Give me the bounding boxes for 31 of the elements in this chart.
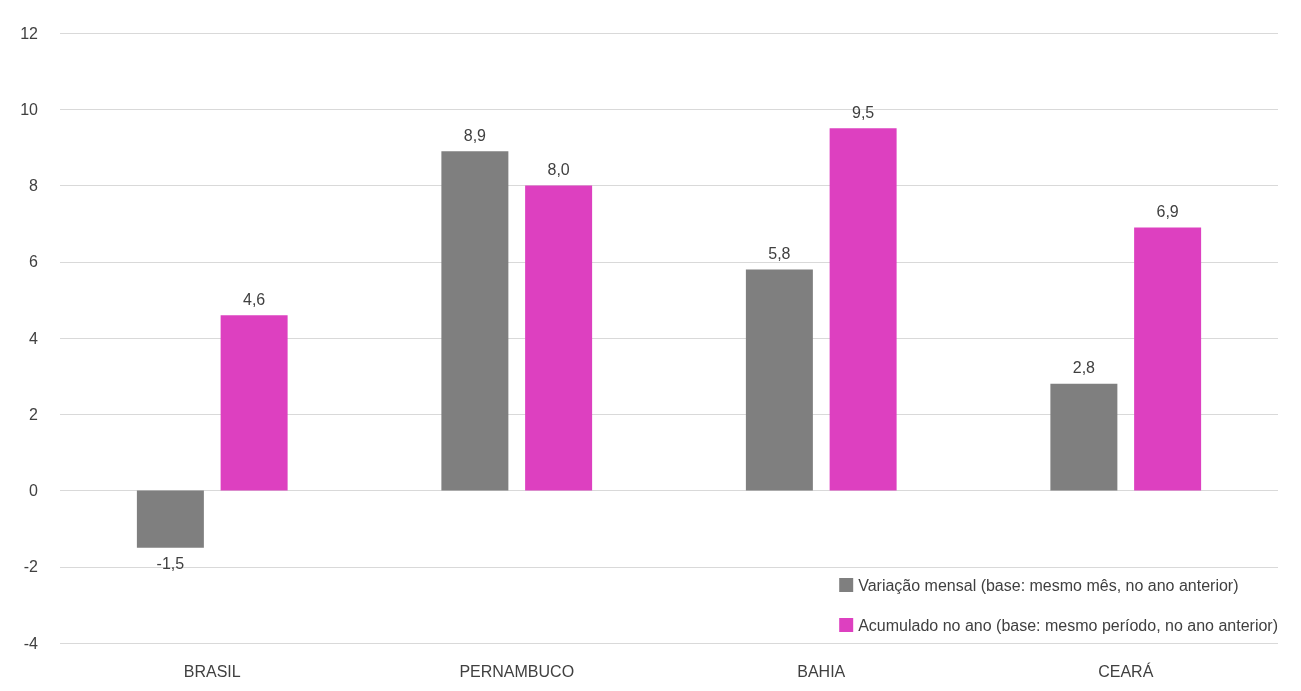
data-label: 5,8 <box>768 244 791 262</box>
data-label: 9,5 <box>851 103 875 121</box>
y-tick-label: 6 <box>29 253 39 271</box>
y-tick-label: 8 <box>29 177 39 194</box>
y-tick-label: 12 <box>20 24 39 42</box>
y-tick-label: 10 <box>20 100 39 118</box>
bar <box>1050 383 1118 491</box>
y-tick-label: -4 <box>23 634 39 652</box>
data-label: 8,0 <box>547 161 570 178</box>
y-tick-label: 4 <box>29 329 39 347</box>
data-label: 2,8 <box>1072 359 1096 377</box>
bar <box>441 151 509 491</box>
y-tick-label: -2 <box>23 558 39 576</box>
x-tick-label: BAHIA <box>797 662 846 680</box>
data-label: 4,6 <box>242 290 266 308</box>
legend-label: Acumulado no ano (base: mesmo período, no ano anterior) <box>858 616 1279 634</box>
bar <box>745 269 813 491</box>
data-label: 8,9 <box>463 126 487 144</box>
bar <box>1134 227 1202 491</box>
legend-label: Variação mensal (base: mesmo mês, no ano anterior) <box>858 576 1239 594</box>
x-tick-label: CEARÁ <box>1098 661 1154 680</box>
x-tick-label: BRASIL <box>183 662 241 680</box>
data-label: 6,9 <box>1156 202 1179 220</box>
y-tick-label: 0 <box>29 482 39 499</box>
bar <box>829 128 897 491</box>
bar <box>525 185 593 491</box>
x-tick-label: PERNAMBUCO <box>459 662 575 680</box>
y-tick-label: 2 <box>29 405 39 423</box>
bar <box>220 315 288 491</box>
bar <box>136 490 204 548</box>
data-label: -1,5 <box>156 555 185 573</box>
